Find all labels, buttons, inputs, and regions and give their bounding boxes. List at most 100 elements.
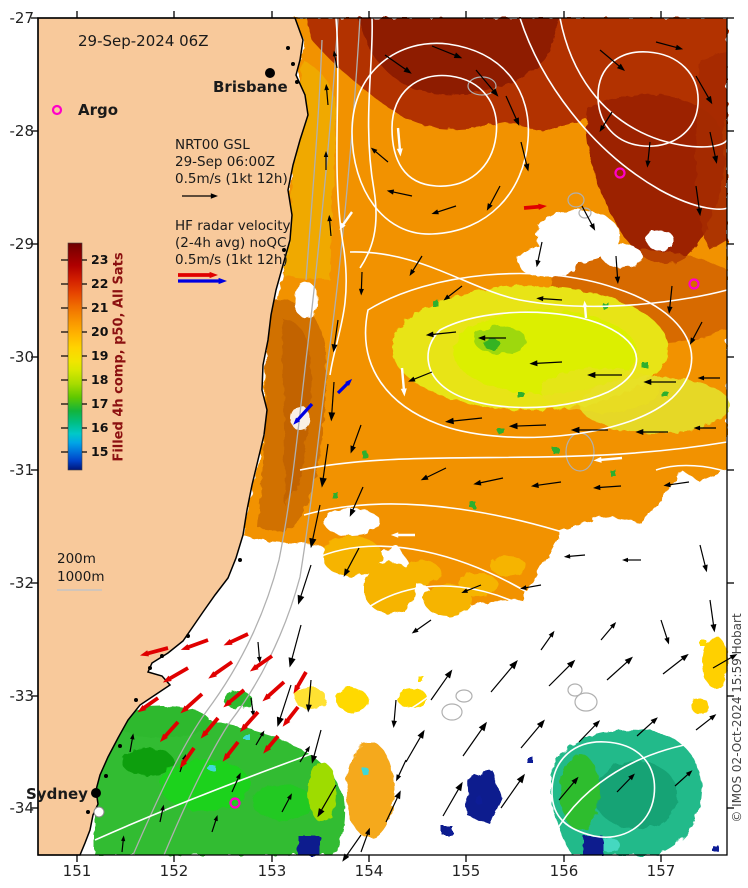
current-arrow-head (645, 160, 651, 168)
colorbar-tick-label: 15 (91, 444, 109, 459)
current-arrow-head (530, 482, 539, 488)
x-axis-tick-label: 154 (354, 862, 384, 880)
current-arrow (669, 285, 673, 308)
current-arrow-white-head (593, 456, 602, 463)
current-arrow (490, 665, 514, 693)
current-arrow (415, 619, 432, 631)
ssh-contour (311, 545, 541, 601)
current-arrow-head (328, 412, 336, 422)
current-arrow-head (453, 52, 463, 59)
nrt-legend-line1: NRT00 GSL (175, 137, 250, 153)
current-arrow-head (563, 553, 571, 559)
current-arrow-head (566, 659, 576, 669)
hf-radar-arrow-red-head (180, 705, 189, 714)
hf-radar-arrow-red-head (223, 699, 232, 708)
sst-speckle (553, 448, 559, 454)
current-arrow (257, 641, 260, 658)
sst-region (540, 368, 660, 412)
hf-radar-arrow-red (182, 746, 196, 764)
ssh-contour (391, 74, 498, 187)
bathymetry-contour (163, 17, 361, 856)
sst-speckle (663, 392, 669, 398)
current-arrow (311, 504, 321, 541)
colorbar-tick-label: 19 (91, 348, 109, 363)
hf-radar-arrow-red (225, 740, 240, 758)
plot-frame (37, 17, 728, 856)
current-arrow-head (624, 656, 633, 665)
sst-region (702, 636, 728, 688)
sst-region (122, 748, 174, 776)
current-arrow-head (396, 774, 402, 782)
ssh-contour (655, 464, 728, 473)
current-arrow (599, 49, 621, 68)
current-arrow (674, 773, 689, 787)
map-datetime: 29-Sep-2024 06Z (78, 32, 209, 50)
current-arrow-head (616, 63, 626, 71)
sst-region (490, 556, 526, 576)
current-arrow (405, 735, 422, 763)
current-arrow-head (259, 730, 265, 737)
argo-legend-marker (51, 104, 63, 116)
sst-speckle (362, 768, 368, 774)
hf-radar-arrow-red-head (180, 644, 190, 651)
hf-radar-arrow-red-head (137, 704, 147, 713)
sst-region (114, 706, 210, 738)
current-arrow (647, 141, 651, 162)
sst-speckle (700, 640, 706, 646)
current-arrow (479, 477, 504, 484)
current-arrow-head (305, 704, 312, 713)
current-arrow-head (664, 637, 670, 645)
colorbar-label: Filled 4h comp, p50, All Sats (111, 252, 127, 462)
sst-speckle (348, 690, 354, 696)
current-arrow (291, 624, 302, 660)
colorbar-tick-label: 22 (91, 276, 109, 291)
city-dot (91, 788, 101, 798)
current-arrow (159, 809, 164, 823)
y-axis-tick-label: -27 (9, 9, 35, 27)
current-arrow-head (571, 776, 579, 785)
sst-speckle (332, 492, 338, 498)
current-arrow (520, 141, 528, 166)
current-arrow-white-head (339, 222, 346, 230)
current-arrow-head (477, 335, 486, 341)
current-arrow-head (350, 445, 356, 454)
current-arrow-head (417, 729, 425, 739)
current-arrow-head (327, 214, 333, 222)
hf-radar-arrow-red (163, 720, 180, 739)
sst-speckle (498, 428, 504, 434)
y-axis-tick-label: -31 (9, 461, 35, 479)
coast-islet (148, 666, 152, 670)
sst-region (600, 838, 620, 852)
current-arrow (425, 467, 447, 479)
hf-radar-arrow-red-head (249, 664, 259, 672)
current-arrow-white-head (599, 239, 607, 247)
current-arrow (231, 777, 240, 793)
ssh-contour (597, 51, 699, 147)
current-arrow-head (643, 379, 652, 385)
sst-speckle (432, 300, 438, 306)
current-arrow-white (341, 211, 353, 226)
y-axis-tick-label: -33 (9, 687, 35, 705)
coast-islet (134, 698, 138, 702)
x-axis-tick-label: 153 (257, 862, 287, 880)
current-arrow (430, 675, 449, 701)
nrt-scale-arrow-head (210, 193, 218, 199)
current-arrow (525, 584, 542, 589)
current-arrow-head (311, 754, 318, 764)
hf-radar-arrow-red (229, 632, 249, 645)
current-arrow-head (309, 537, 317, 549)
current-arrow (709, 599, 715, 626)
ssh-contour (427, 311, 638, 409)
current-arrow (500, 779, 521, 809)
current-arrow (255, 734, 263, 746)
current-arrow (299, 749, 308, 763)
ssh-contour (544, 741, 701, 856)
current-arrow-head (705, 95, 713, 105)
hf-radar-arrow-red (266, 680, 286, 699)
sst-region (404, 560, 440, 584)
ssh-contour (364, 272, 693, 439)
hf-radar-arrow-red (227, 688, 246, 705)
x-axis-tick-label: 151 (62, 862, 92, 880)
current-arrow-white-head (420, 615, 426, 624)
sst-speckle (476, 797, 482, 803)
